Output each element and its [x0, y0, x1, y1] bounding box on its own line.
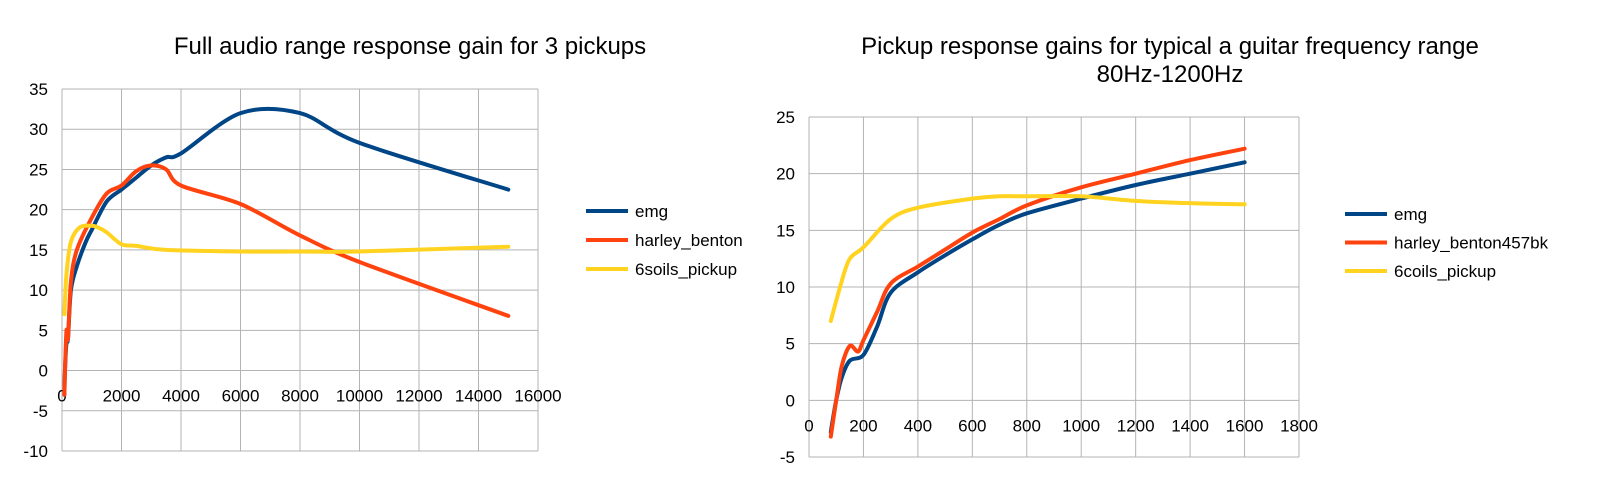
y-tick-label: 0	[39, 362, 48, 381]
x-tick-label: 8000	[281, 387, 319, 406]
x-tick-label: 600	[958, 416, 986, 435]
x-tick-label: 1800	[1280, 416, 1318, 435]
legend-label: emg	[1394, 205, 1427, 224]
y-tick-label: 30	[29, 120, 48, 139]
y-tick-label: 25	[776, 108, 795, 127]
chart-b-grid	[808, 116, 1300, 458]
x-tick-label: 4000	[162, 387, 200, 406]
chart-a-legend: emg harley_benton 6soils_pickup	[586, 202, 743, 279]
y-tick-label: 0	[786, 391, 795, 410]
series-line-6coils_pickup	[828, 193, 1247, 323]
y-tick-label: -5	[780, 448, 795, 467]
x-tick-label: 400	[904, 416, 932, 435]
y-tick-label: -5	[33, 402, 48, 421]
y-tick-label: 20	[29, 201, 48, 220]
chart-a-tick-labels: -10 -5 0 5 10 15 20 25 30 35 0 2000 4000 6000 8000 1000…	[23, 80, 561, 461]
x-tick-label: 16000	[514, 387, 561, 406]
y-tick-label: 20	[776, 165, 795, 184]
chart-b-legend: emg harley_benton457bk 6coils_pickup	[1345, 205, 1549, 281]
chart-a-title: Full audio range response gain for 3 pic…	[174, 33, 646, 60]
x-tick-label: 1400	[1171, 416, 1209, 435]
chart-full-audio-range: Full audio range response gain for 3 pic…	[23, 33, 742, 461]
series-line-6soils_pickup	[62, 223, 511, 317]
series-line-harley_benton457bk	[828, 146, 1247, 439]
x-tick-label: 14000	[455, 387, 502, 406]
x-tick-label: 800	[1013, 416, 1041, 435]
x-tick-label: 2000	[103, 387, 141, 406]
legend-label: emg	[635, 202, 668, 221]
y-tick-label: -10	[23, 442, 48, 461]
y-tick-label: 35	[29, 80, 48, 99]
x-tick-label: 12000	[395, 387, 442, 406]
series-line-emg	[828, 160, 1247, 435]
y-tick-label: 15	[29, 241, 48, 260]
x-tick-label: 0	[804, 416, 813, 435]
chart-b-tick-labels: -5 0 5 10 15 20 25 0 200 400 600 800 1000 1200 1400 160…	[776, 108, 1318, 467]
x-tick-label: 1000	[1062, 416, 1100, 435]
y-tick-label: 15	[776, 221, 795, 240]
x-tick-label: 1600	[1226, 416, 1264, 435]
y-tick-label: 10	[776, 278, 795, 297]
chart-guitar-range: Pickup response gains for typical a guit…	[776, 33, 1548, 467]
x-tick-label: 10000	[336, 387, 383, 406]
legend-label: 6coils_pickup	[1394, 262, 1496, 281]
chart-a-series-lines	[62, 106, 511, 397]
series-line-harley_benton	[62, 163, 511, 397]
y-tick-label: 5	[39, 321, 48, 340]
y-tick-label: 25	[29, 160, 48, 179]
legend-label: harley_benton	[635, 231, 743, 250]
chart-b-subtitle: 80Hz-1200Hz	[1097, 61, 1244, 88]
y-tick-label: 10	[29, 281, 48, 300]
x-tick-label: 6000	[222, 387, 260, 406]
y-tick-label: 5	[786, 335, 795, 354]
x-tick-label: 200	[849, 416, 877, 435]
legend-label: 6soils_pickup	[635, 260, 737, 279]
chart-b-series-lines	[828, 146, 1247, 439]
x-tick-label: 1200	[1117, 416, 1155, 435]
x-tick-label: 0	[57, 387, 66, 406]
chart-b-title: Pickup response gains for typical a guit…	[861, 33, 1479, 60]
legend-label: harley_benton457bk	[1394, 234, 1549, 253]
